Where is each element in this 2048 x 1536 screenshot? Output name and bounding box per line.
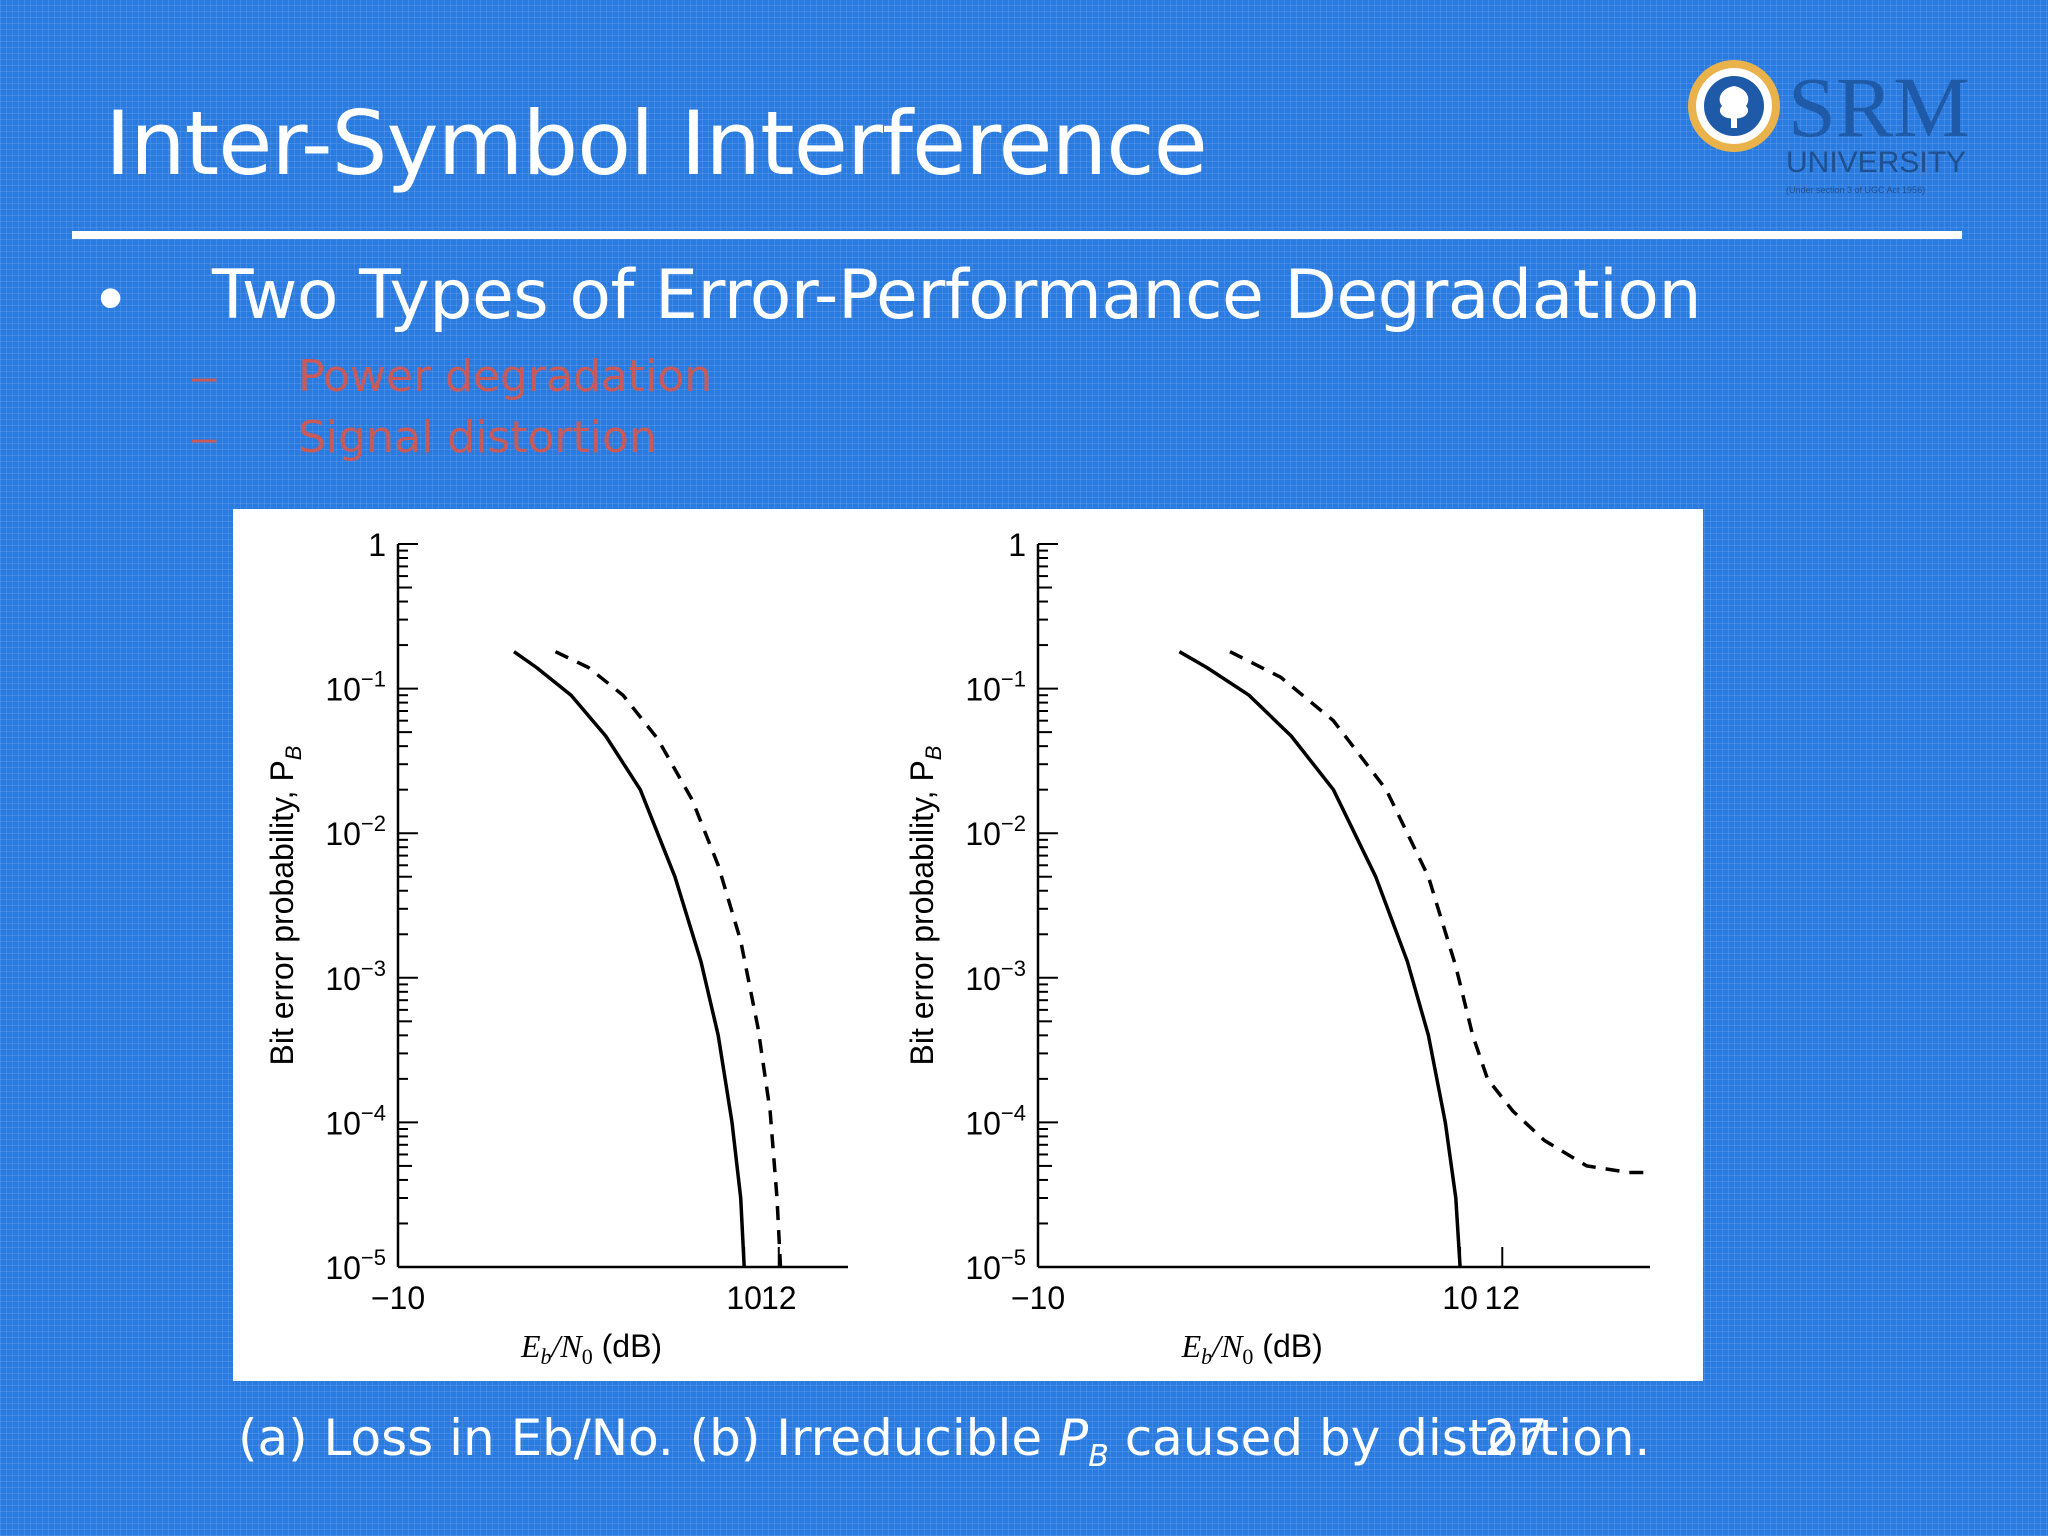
y-tick-label: 10−4 [965,1100,1026,1141]
x-tick-label: 12 [1484,1280,1520,1316]
y-tick-exponent: −3 [361,956,386,981]
x-tick-label: −10 [1011,1280,1065,1316]
logo-subtitle: UNIVERSITY [1786,146,1966,179]
y-axis-label: Bit error probability, PB [264,746,306,1066]
y-tick-base: 10 [965,1250,1001,1286]
x-axis-label-part: 0 [582,1344,593,1369]
figure-panel: 1 10−1 10−2 10−3 10−4 10−5 −10 10 12 Bit error pr… [233,509,1703,1381]
x-axis-label-part: b [540,1344,551,1369]
y-tick-base: 10 [325,816,361,852]
y-tick-base: 10 [325,672,361,708]
university-logo: SRM UNIVERSITY (Under section 3 of UGC A… [1688,59,1970,195]
x-axis-label: Eb/N0 (dB) [1181,1328,1323,1369]
y-tick-exponent: −4 [1001,1100,1026,1125]
bullet-marker: • [98,258,124,338]
y-tick-exponent: −2 [1001,811,1026,836]
y-tick-label: 1 [368,527,386,563]
caption-symbol: P [1058,1409,1089,1467]
figure-caption: (a) Loss in Eb/No. (b) Irreducible PB ca… [238,1413,1650,1472]
series-line-solid [1178,650,1462,1268]
y-tick-label: 10−2 [965,811,1026,852]
y-tick-base: 10 [325,961,361,997]
page-number: 27 [1484,1409,1548,1467]
y-tick-exponent: −5 [361,1245,386,1270]
y-axis-label-subscript: B [921,746,946,761]
x-axis-label-part: (dB) [593,1328,662,1364]
logo-note: (Under section 3 of UGC Act 1956) [1786,185,1925,195]
x-tick-label: 12 [761,1280,797,1316]
y-tick-label: 10−2 [325,811,386,852]
y-tick-base: 10 [325,1250,361,1286]
y-tick-exponent: −2 [361,811,386,836]
x-axis-label-part: (dB) [1253,1328,1322,1364]
caption-subscript: B [1088,1439,1109,1474]
x-axis-label-part: b [1201,1344,1212,1369]
logo-name: SRM [1788,59,1970,155]
y-tick-exponent: −5 [1001,1245,1026,1270]
series-line-dashed [554,650,783,1268]
seal-icon [1688,60,1780,152]
x-tick-label: 10 [1442,1280,1478,1316]
sub-bullet-signal: Signal distortion [298,412,657,463]
sub-bullet-marker: – [192,352,217,401]
y-axis-label-text: Bit error probability, P [264,760,300,1065]
y-tick-exponent: −3 [1001,956,1026,981]
sub-bullet-marker: – [192,413,217,462]
y-tick-label: 10−1 [325,667,386,708]
series-line-solid [512,650,746,1268]
y-tick-label: 10−5 [965,1245,1026,1286]
y-tick-label: 10−1 [965,667,1026,708]
x-tick-label: −10 [371,1280,425,1316]
y-tick-label: 10−4 [325,1100,386,1141]
main-bullet: Two Types of Error-Performance Degradati… [212,256,1702,335]
x-axis-label-part: 0 [1242,1344,1253,1369]
y-tick-label: 10−3 [965,956,1026,997]
y-tick-base: 10 [965,672,1001,708]
caption-text-a: (a) Loss in Eb/No. (b) Irreducible [238,1409,1059,1467]
x-axis-label-part: E [1181,1328,1202,1364]
y-tick-exponent: −4 [361,1100,386,1125]
x-axis-label-part: /N [1210,1328,1244,1364]
x-axis-label-part: /N [549,1328,583,1364]
x-tick-label: 10 [726,1280,762,1316]
y-tick-label: 10−3 [325,956,386,997]
y-tick-base: 10 [325,1105,361,1141]
y-tick-base: 10 [965,1105,1001,1141]
caption-text-b: caused by distortion. [1108,1409,1651,1467]
series-line-dashed [1229,650,1650,1175]
sub-bullet-power: Power degradation [298,351,713,402]
x-axis-label: Eb/N0 (dB) [520,1328,662,1369]
x-axis-label-part: E [520,1328,541,1364]
y-tick-base: 10 [965,961,1001,997]
title-divider [72,231,1962,239]
y-axis-label-subscript: B [281,746,306,761]
y-tick-label: 1 [1008,527,1026,563]
y-tick-base: 10 [965,816,1001,852]
y-axis-label: Bit error probability, PB [904,746,946,1066]
slide-title: Inter-Symbol Interference [105,92,1208,195]
y-tick-label: 10−5 [325,1245,386,1286]
y-tick-exponent: −1 [361,667,386,692]
y-axis-label-text: Bit error probability, P [904,760,940,1065]
y-tick-exponent: −1 [1001,667,1026,692]
